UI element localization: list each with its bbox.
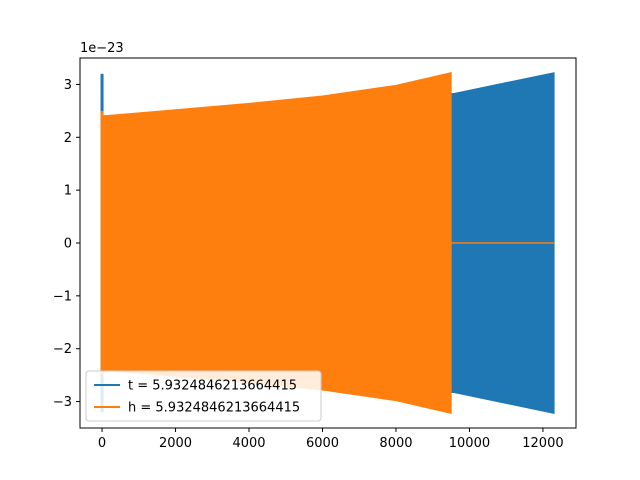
y-tick-label: 2	[64, 131, 72, 146]
y-tick-label: −3	[53, 395, 72, 410]
x-tick-label: 2000	[159, 436, 192, 451]
x-tick-label: 6000	[306, 436, 339, 451]
x-axis: 0 2000 4000 6000 8000 10000 12000	[98, 428, 564, 451]
y-tick-label: 3	[64, 78, 72, 93]
y-tick-label: −1	[53, 289, 72, 304]
x-tick-label: 0	[98, 436, 106, 451]
x-tick-label: 4000	[232, 436, 265, 451]
x-tick-label: 10000	[449, 436, 490, 451]
x-tick-label: 12000	[522, 436, 563, 451]
series-layer	[100, 72, 555, 414]
legend-box	[85, 370, 322, 422]
y-tick-label: −2	[53, 342, 72, 357]
y-axis: −3 −2 −1 0 1 2 3	[53, 78, 80, 410]
y-tick-label: 1	[64, 184, 72, 199]
legend-label: h = 5.9324846213664415	[128, 401, 300, 416]
legend-label: t = 5.9324846213664415	[128, 379, 297, 394]
x-tick-label: 8000	[379, 436, 412, 451]
y-scale-label: 1e−23	[80, 41, 124, 56]
series-1-envelope	[101, 72, 452, 414]
y-tick-label: 0	[64, 237, 72, 252]
legend: t = 5.9324846213664415 h = 5.932484621366…	[85, 370, 322, 422]
